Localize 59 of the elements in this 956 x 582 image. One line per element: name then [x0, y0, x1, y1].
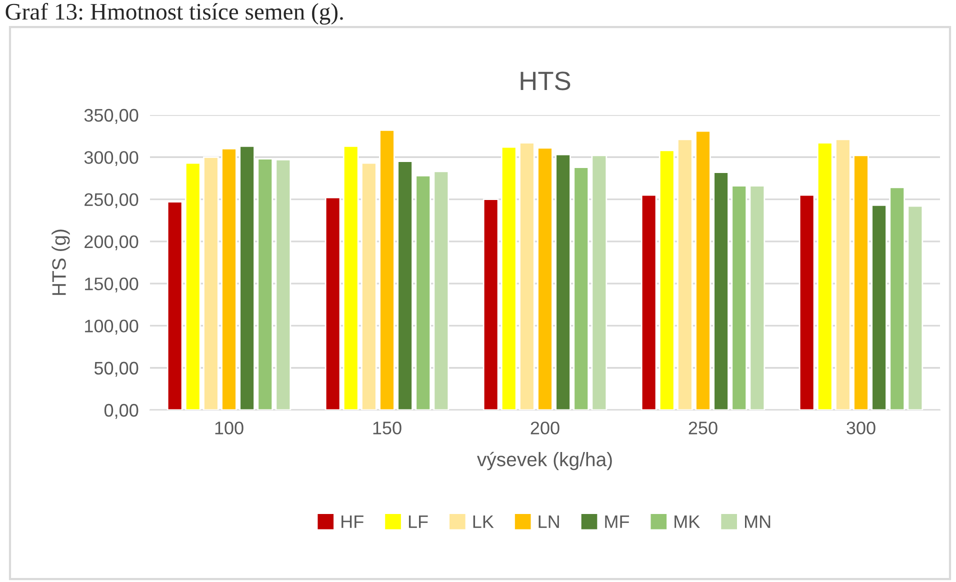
bar: [713, 172, 729, 410]
bar: [257, 158, 274, 410]
bar: [482, 198, 499, 410]
y-tick-label: 250,00: [84, 193, 138, 208]
y-tick-label: 350,00: [84, 108, 138, 124]
x-tick-label: 100: [215, 422, 244, 434]
bar: [798, 194, 815, 410]
bar: [749, 185, 766, 410]
bar: [573, 166, 590, 410]
y-tick-label: 50,00: [94, 362, 138, 377]
bar: [658, 150, 675, 410]
text: Graf 13: Hmotnost tisíce semen (g).: [6, 2, 343, 25]
bar: [519, 142, 535, 410]
bar: [695, 130, 711, 410]
bar: [379, 129, 395, 410]
bar: [324, 196, 341, 410]
bar: [853, 154, 869, 410]
bar: [361, 162, 377, 410]
bar: [835, 138, 851, 410]
bar: [889, 186, 906, 410]
x-axis-title: výsevek (kg/ha): [476, 452, 612, 470]
bar: [907, 205, 924, 410]
y-tick-label: 200,00: [84, 235, 138, 250]
bar: [591, 154, 608, 410]
bar: [537, 147, 553, 410]
legend-label: MK: [674, 516, 700, 528]
x-tick-label: 200: [530, 422, 560, 434]
bar: [677, 138, 693, 410]
y-tick-label: 100,00: [85, 320, 138, 335]
legend-label: HF: [342, 516, 364, 528]
y-axis-title: HTS (g): [52, 230, 70, 295]
bar: [342, 145, 359, 410]
bar: [166, 201, 183, 410]
bar: [871, 204, 887, 410]
chart-title: HTS: [520, 72, 570, 90]
legend-label: LN: [538, 516, 559, 528]
bar: [640, 194, 657, 410]
y-tick-label: 300,00: [84, 151, 138, 166]
bar: [275, 158, 292, 410]
legend-label: MN: [745, 516, 770, 528]
bar: [433, 170, 450, 410]
bar: [816, 142, 833, 410]
bar: [500, 146, 517, 410]
bar: [239, 145, 255, 410]
bar: [184, 162, 201, 410]
legend-label: MF: [605, 516, 630, 528]
legend-label: LK: [473, 516, 494, 528]
bar: [221, 148, 237, 410]
bar: [397, 160, 413, 410]
x-tick-label: 250: [688, 422, 718, 434]
x-tick-label: 300: [846, 422, 876, 434]
x-tick-label: 150: [373, 422, 402, 434]
bar: [731, 185, 748, 410]
y-tick-label: 150,00: [85, 278, 138, 292]
bar: [203, 156, 219, 410]
bar: [415, 174, 432, 410]
legend-label: LF: [408, 516, 428, 528]
bar: [555, 154, 571, 410]
y-tick-label: 0,00: [104, 404, 138, 419]
